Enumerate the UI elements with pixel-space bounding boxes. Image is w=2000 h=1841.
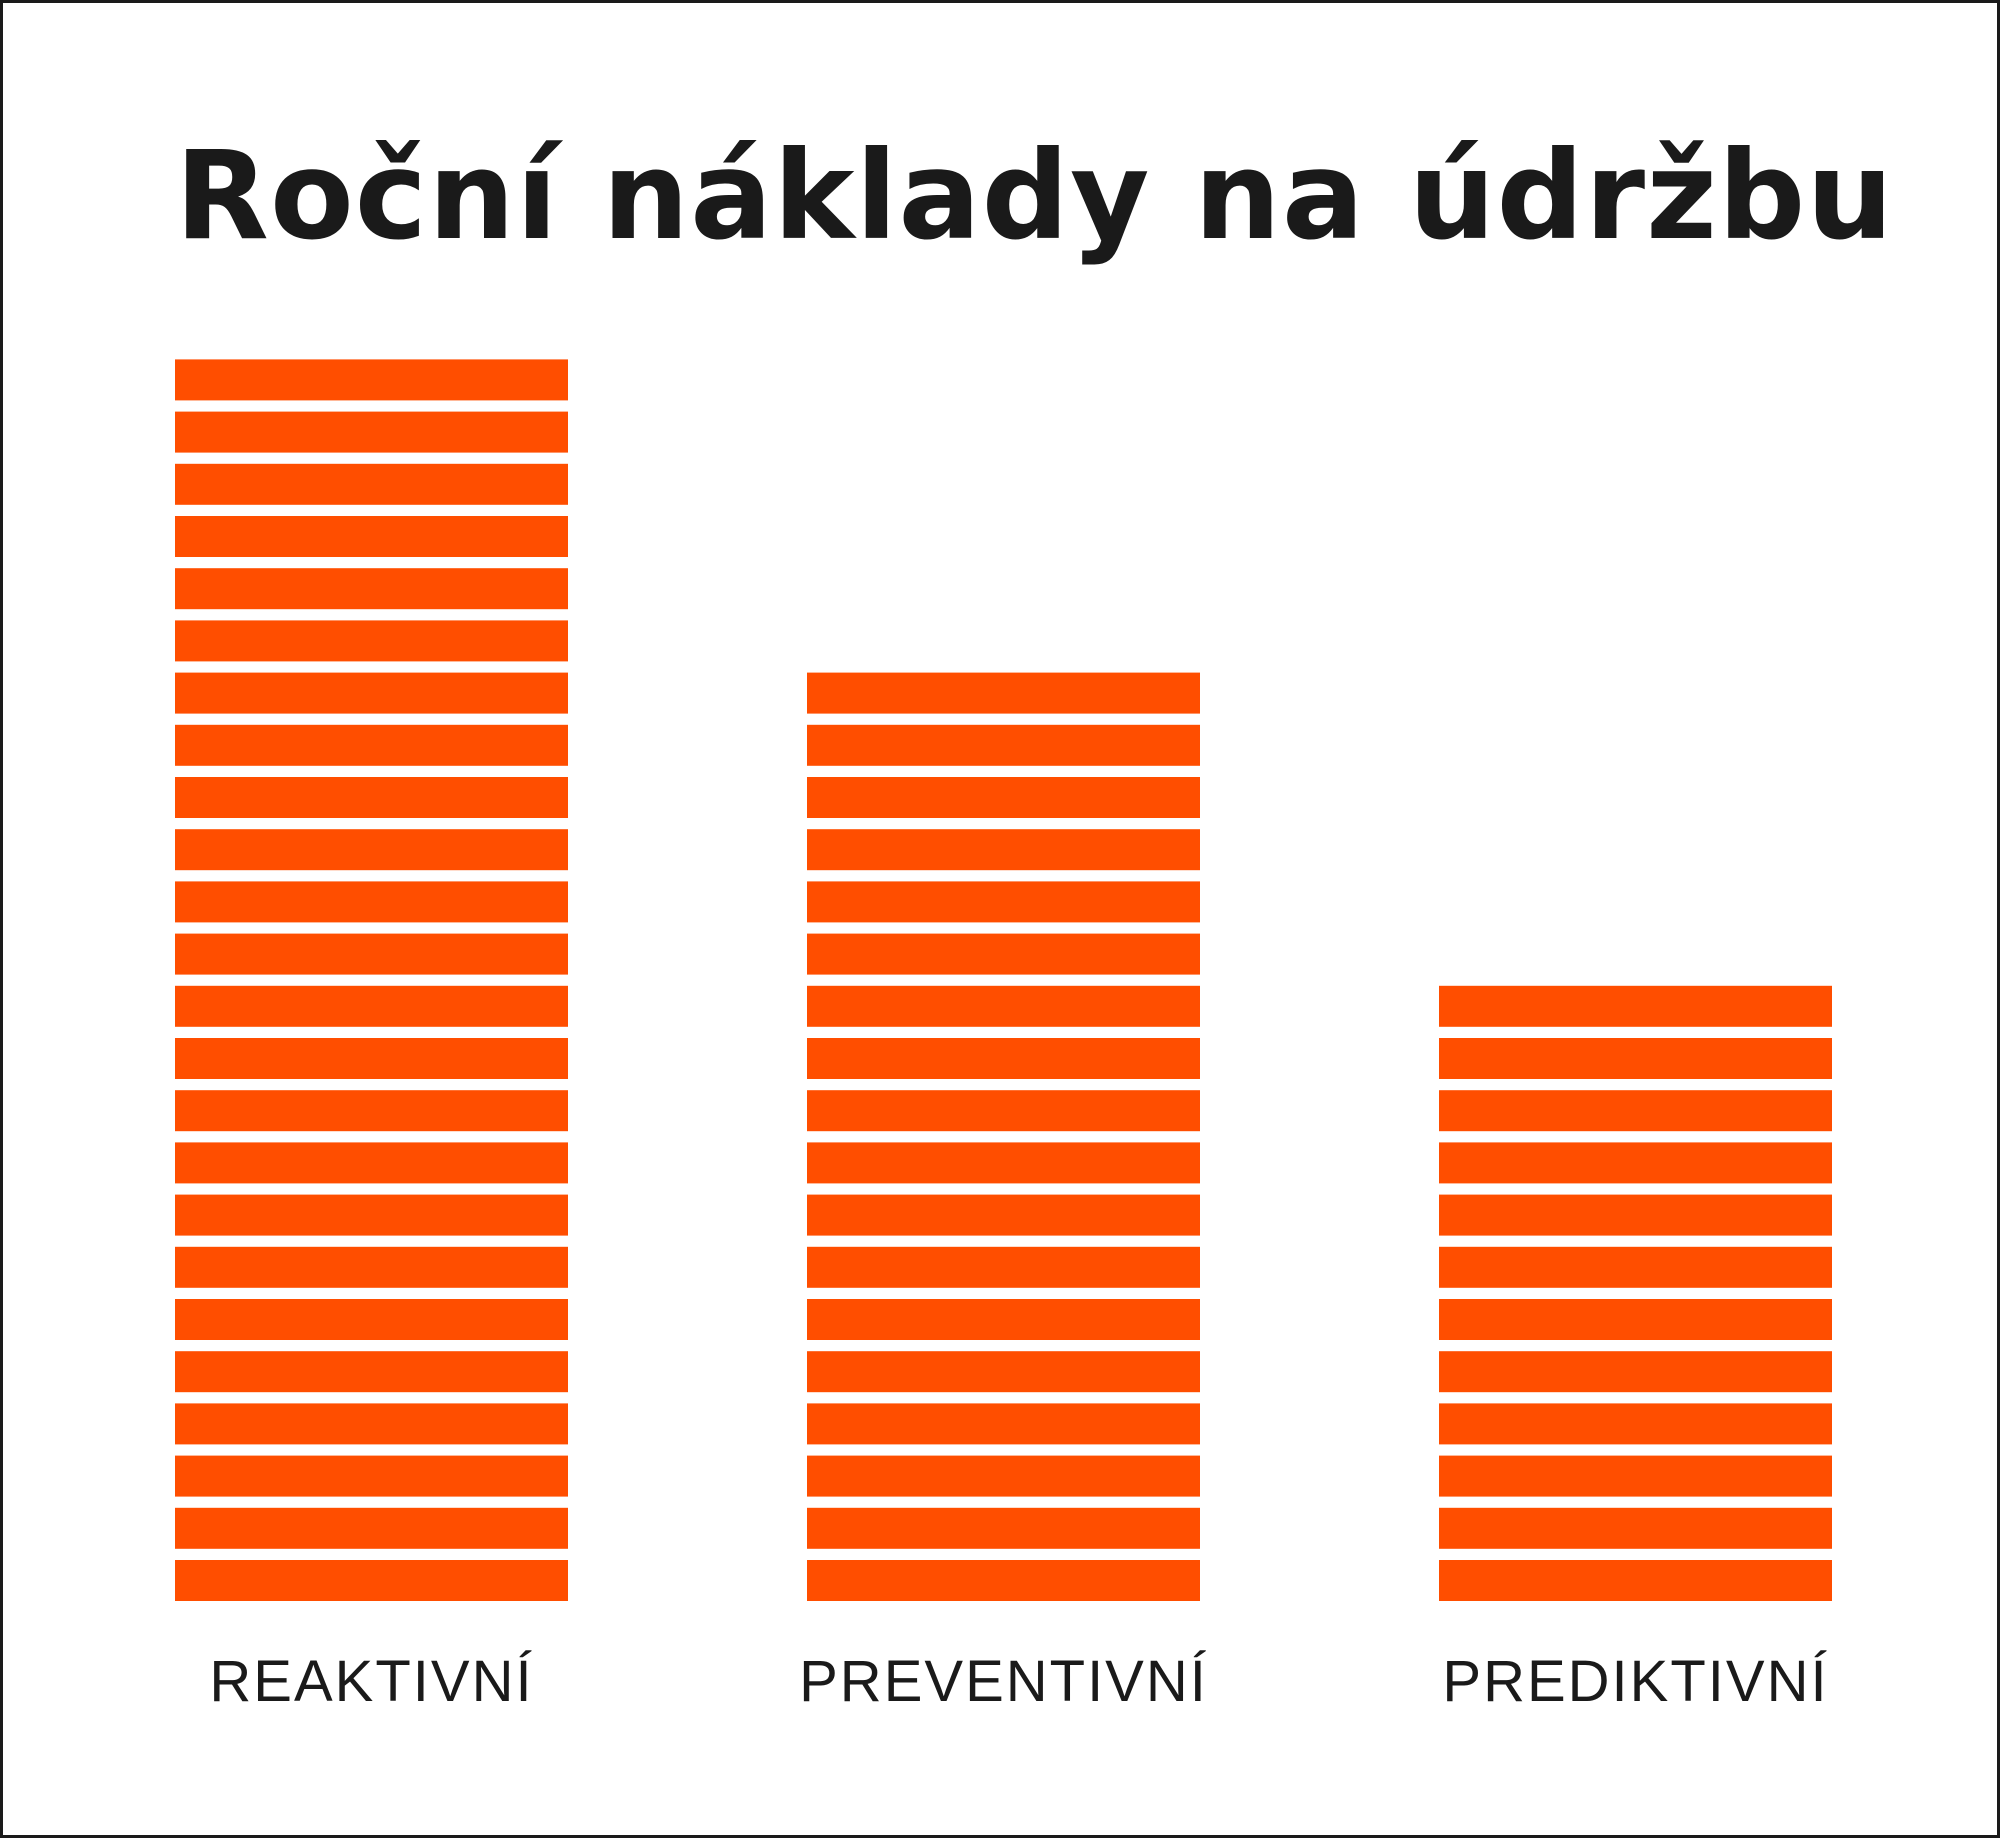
bar-segment [807,881,1200,923]
category-label-preventivní: PREVENTIVNÍ [799,1649,1208,1714]
bar-segment [175,672,568,714]
bar-segment [807,1194,1200,1236]
bar-segment [1439,1194,1832,1236]
bar-chart: REAKTIVNÍ PREVENTIVNÍ PREDIKTIVNÍ [175,359,1832,1714]
bar-segment [1439,1560,1832,1601]
bar-segment [175,985,568,1027]
bar-segment [807,672,1200,714]
bar-segment [175,1455,568,1497]
bar-segment [807,1142,1200,1184]
bar-segment [807,933,1200,975]
bar-segment [807,1246,1200,1288]
bar-segment [807,1560,1200,1601]
bar-segment [807,985,1200,1027]
bar-segment [1439,1507,1832,1549]
bar-segment [175,411,568,453]
bar-segment [175,516,568,557]
bar-segment [1439,1403,1832,1445]
bar-segment [807,1090,1200,1132]
bar-segment [175,1246,568,1288]
bar-segment [175,881,568,923]
bar-segment [807,777,1200,818]
bar-segment [175,1090,568,1132]
bar-segment [807,829,1200,871]
bar-segment [175,1038,568,1079]
category-label-reaktivní: REAKTIVNÍ [209,1649,533,1714]
bar-segment [175,1507,568,1549]
bar-segment [175,1299,568,1340]
bar-segment [1439,1299,1832,1340]
bar-segment [175,620,568,662]
bar-segment [1439,1351,1832,1393]
chart-title: Roční náklady na údržbu [175,125,1895,267]
bar-segment [175,568,568,610]
bar-reaktivní [175,359,568,1601]
bar-segment [1439,1455,1832,1497]
bar-segment [807,1299,1200,1340]
bar-segment [807,724,1200,766]
bar-segment [807,1403,1200,1445]
bar-segment [1439,985,1832,1027]
bar-segment [1439,1038,1832,1079]
bar-segment [175,1142,568,1184]
bar-segment [175,829,568,871]
bar-segment [807,1455,1200,1497]
bar-segment [175,933,568,975]
bar-segment [807,1507,1200,1549]
bar-segment [175,1351,568,1393]
bar-segment [175,724,568,766]
bars-layer [175,359,1832,1601]
bar-segment [175,359,568,401]
bar-segment [1439,1090,1832,1132]
bar-segment [175,777,568,818]
bar-segment [1439,1246,1832,1288]
bar-segment [175,463,568,505]
bar-segment [807,1351,1200,1393]
bar-segment [175,1194,568,1236]
bar-segment [807,1038,1200,1079]
bar-segment [1439,1142,1832,1184]
bar-preventivní [807,672,1200,1601]
bar-segment [175,1560,568,1601]
bar-prediktivní [1439,985,1832,1601]
category-labels: REAKTIVNÍ PREVENTIVNÍ PREDIKTIVNÍ [209,1649,1828,1714]
category-label-prediktivní: PREDIKTIVNÍ [1442,1649,1828,1714]
bar-segment [175,1403,568,1445]
